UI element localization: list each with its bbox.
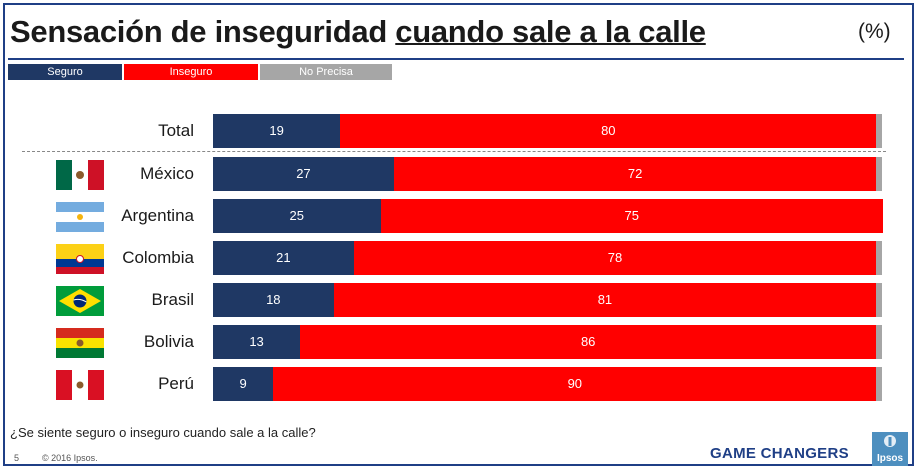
bar-segment-seguro: 18: [213, 283, 334, 317]
bolivia-flag-icon: [56, 328, 104, 358]
title-rule: [8, 58, 904, 60]
total-separator: [22, 151, 886, 152]
bar-segment-inseguro: 75: [380, 199, 883, 233]
bar-segment-inseguro: 72: [393, 157, 877, 191]
logo-mark-icon: [884, 435, 896, 447]
page-number: 5: [14, 453, 20, 463]
brand-tagline: GAME CHANGERS: [710, 445, 849, 462]
survey-question: ¿Se siente seguro o inseguro cuando sale…: [10, 425, 316, 440]
unit-label: (%): [858, 20, 891, 43]
legend-item-no-precisa: No Precisa: [260, 64, 392, 80]
copyright: © 2016 Ipsos.: [42, 453, 98, 463]
legend-item-seguro: Seguro: [8, 64, 122, 80]
ipsos-logo: Ipsos: [872, 432, 908, 466]
bar-segment-no-precisa: [876, 157, 883, 191]
bar-segment-inseguro: 80: [340, 114, 877, 148]
category-label: Colombia: [122, 248, 194, 267]
mexico-flag-icon: [56, 160, 104, 190]
bar-segment-inseguro: 81: [333, 283, 877, 317]
colombia-flag-icon: [56, 244, 104, 274]
bar-segment-no-precisa: [876, 283, 883, 317]
brazil-flag-icon: [56, 286, 104, 316]
bar-segment-seguro: 25: [213, 199, 381, 233]
category-label: Total: [158, 121, 194, 140]
bar-segment-no-precisa: [876, 114, 883, 148]
category-label: Perú: [158, 374, 194, 393]
peru-flag-icon: [56, 370, 104, 400]
slide-title: Sensación de inseguridad cuando sale a l…: [10, 14, 706, 49]
bar-segment-seguro: 9: [213, 367, 274, 401]
bar-segment-seguro: 21: [213, 241, 354, 275]
bar-segment-inseguro: 90: [273, 367, 877, 401]
bar-segment-no-precisa: [876, 367, 883, 401]
bar-segment-no-precisa: [876, 325, 883, 359]
bar-segment-no-precisa: [876, 241, 883, 275]
category-label: México: [140, 164, 194, 183]
bar-segment-inseguro: 78: [353, 241, 877, 275]
bar-segment-seguro: 27: [213, 157, 394, 191]
category-label: Brasil: [151, 290, 194, 309]
category-label: Argentina: [121, 206, 194, 225]
category-label: Bolivia: [143, 332, 194, 351]
bar-segment-seguro: 13: [213, 325, 301, 359]
bar-segment-seguro: 19: [213, 114, 341, 148]
argentina-flag-icon: [56, 202, 104, 232]
bar-segment-inseguro: 86: [300, 325, 877, 359]
legend-item-inseguro: Inseguro: [124, 64, 258, 80]
